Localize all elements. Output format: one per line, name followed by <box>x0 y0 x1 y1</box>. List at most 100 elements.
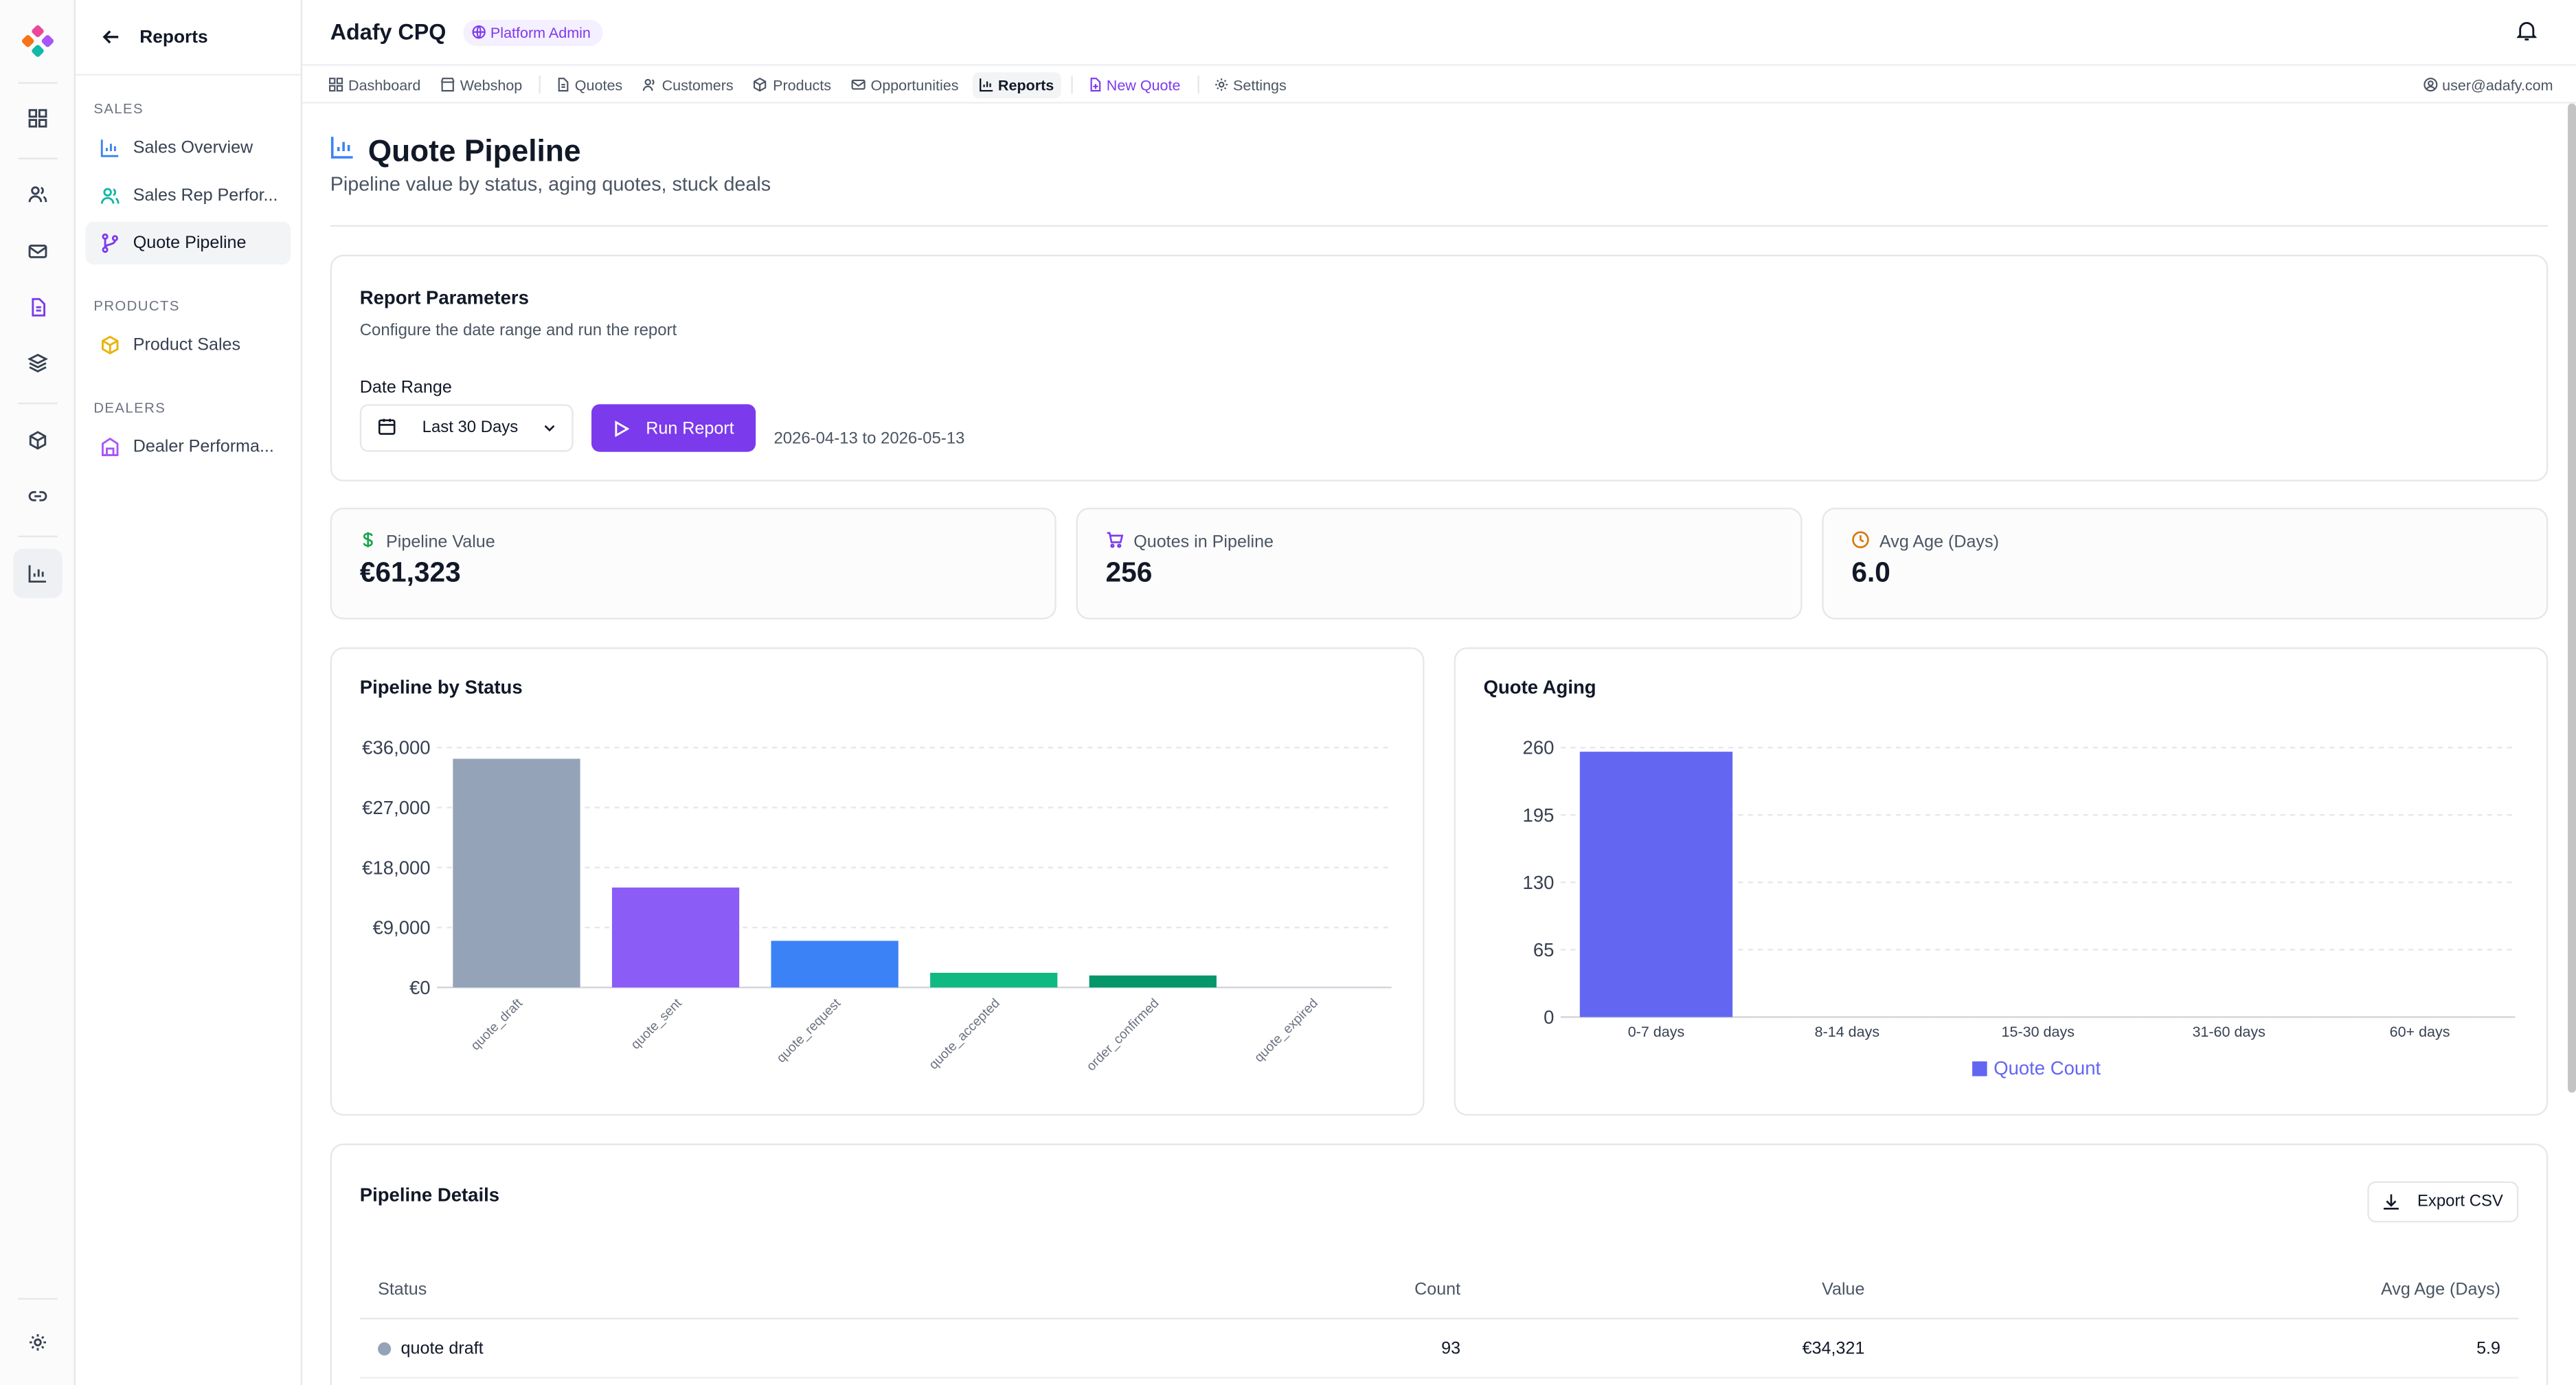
nav-dashboard[interactable]: Dashboard <box>322 71 427 98</box>
x-tick-label: quote_expired <box>1252 996 1321 1066</box>
bar-chart-icon <box>98 137 120 159</box>
legend-swatch <box>1972 1061 1987 1077</box>
rail-package-icon[interactable] <box>13 416 63 465</box>
column-header[interactable]: Avg Age (Days) <box>2380 1279 2501 1299</box>
nav-customers[interactable]: Customers <box>635 71 740 98</box>
x-tick-label: quote_sent <box>629 995 685 1052</box>
nav-webshop[interactable]: Webshop <box>433 71 528 98</box>
calendar-icon <box>378 416 396 439</box>
section-title-dealers: DEALERS <box>93 399 166 416</box>
file-plus-icon <box>1089 78 1100 92</box>
nav-opportunities[interactable]: Opportunities <box>844 71 965 98</box>
scrollbar[interactable] <box>2568 103 2576 1093</box>
sidebar-item-label: Quote Pipeline <box>133 233 247 254</box>
store-icon <box>440 78 455 92</box>
nav-new-quote[interactable]: New Quote <box>1081 71 1188 98</box>
legend-label: Quote Count <box>1993 1057 2101 1079</box>
dashboard-icon <box>329 78 343 92</box>
mail-icon <box>851 79 866 90</box>
bar-chart-icon <box>330 135 355 168</box>
card-title: Pipeline Details <box>359 1186 500 1206</box>
chart-title: Pipeline by Status <box>359 678 523 699</box>
y-tick-label: €9,000 <box>372 917 430 938</box>
date-range-select[interactable]: Last 30 Days <box>359 404 574 452</box>
sidebar-item-label: Product Sales <box>133 335 241 355</box>
sidebar-header[interactable]: Reports <box>76 0 301 76</box>
rail-gear-icon[interactable] <box>13 1318 63 1367</box>
table-header: Status Count Value Avg Age (Days) <box>359 1260 2519 1320</box>
kpi-quotes-in-pipeline: Quotes in Pipeline 256 <box>1076 508 1803 620</box>
chevron-down-icon <box>542 420 557 440</box>
x-tick-label: 15-30 days <box>2002 1024 2075 1040</box>
bar <box>771 941 899 988</box>
rail-dashboard-icon[interactable] <box>13 93 63 143</box>
kpi-value: 256 <box>1105 556 1153 589</box>
sidebar-item-quote-pipeline[interactable]: Quote Pipeline <box>85 221 291 265</box>
y-tick-label: 195 <box>1523 804 1555 826</box>
bell-icon[interactable] <box>2516 20 2538 49</box>
sidebar-item-label: Sales Rep Perfor... <box>133 185 278 205</box>
rail-mail-icon[interactable] <box>13 227 63 276</box>
pipeline-details-card: Pipeline Details Export CSV Status Count… <box>330 1143 2549 1385</box>
report-parameters-card: Report Parameters Configure the date ran… <box>330 254 2549 482</box>
x-tick-label: quote_draft <box>468 995 526 1053</box>
nav-reports[interactable]: Reports <box>971 71 1061 98</box>
bar <box>930 973 1058 988</box>
rail-layers-icon[interactable] <box>13 339 63 388</box>
bar <box>611 887 740 988</box>
x-tick-label: 31-60 days <box>2192 1024 2265 1040</box>
sidebar-item-sales-rep-performance[interactable]: Sales Rep Perfor... <box>85 174 291 217</box>
x-tick-label: quote_request <box>774 995 844 1066</box>
reports-sidebar: Reports SALES Sales Overview Sales Rep P… <box>76 0 303 1385</box>
app-title: Adafy CPQ <box>330 19 447 45</box>
sidebar-item-sales-overview[interactable]: Sales Overview <box>85 126 291 169</box>
nav-products[interactable]: Products <box>747 71 838 98</box>
column-header[interactable]: Count <box>1414 1279 1461 1299</box>
export-csv-button[interactable]: Export CSV <box>2367 1181 2519 1223</box>
quote-aging-card: Quote Aging 0 65 130 195 260 0-7 days 8-14 day… <box>1454 647 2549 1116</box>
package-icon <box>98 335 120 356</box>
sidebar-title: Reports <box>139 27 208 47</box>
avg-age-cell: 5.9 <box>2476 1338 2501 1358</box>
y-tick-label: €36,000 <box>362 737 430 758</box>
nav-quotes[interactable]: Quotes <box>549 71 629 98</box>
rail-file-icon[interactable] <box>13 282 63 332</box>
sidebar-item-label: Dealer Performa... <box>133 437 274 457</box>
y-tick-label: €0 <box>409 977 431 998</box>
column-header[interactable]: Status <box>378 1279 427 1299</box>
y-tick-label: 260 <box>1523 737 1555 758</box>
kpi-label: Avg Age (Days) <box>1879 532 2000 552</box>
bar <box>1089 975 1217 988</box>
x-tick-label: 8-14 days <box>1815 1024 1880 1040</box>
kpi-pipeline-value: Pipeline Value €61,323 <box>330 508 1057 620</box>
sidebar-item-product-sales[interactable]: Product Sales <box>85 324 291 366</box>
table-row[interactable]: quote draft 93 €34,321 5.9 <box>359 1319 2519 1379</box>
rail-users-icon[interactable] <box>13 169 63 218</box>
rail-reports-icon[interactable] <box>13 548 63 598</box>
sidebar-item-label: Sales Overview <box>133 137 253 158</box>
run-report-button[interactable]: Run Report <box>591 404 756 452</box>
top-bar: Adafy CPQ Platform Admin <box>302 0 2576 66</box>
rail-link-icon[interactable] <box>13 471 63 521</box>
divider <box>330 225 2549 227</box>
adafy-logo[interactable] <box>21 25 54 58</box>
y-tick-label: 0 <box>1544 1006 1554 1028</box>
bar-chart-icon <box>978 78 992 92</box>
clock-icon <box>1851 530 1879 553</box>
git-branch-icon <box>98 232 120 254</box>
kpi-label: Pipeline Value <box>386 532 495 552</box>
card-description: Configure the date range and run the rep… <box>359 322 677 341</box>
y-tick-label: €18,000 <box>362 857 430 878</box>
user-menu[interactable]: user@adafy.com <box>2422 76 2553 93</box>
section-title-products: PRODUCTS <box>93 297 180 314</box>
arrow-left-icon[interactable] <box>102 28 120 46</box>
file-icon <box>558 78 569 92</box>
page-header: Quote Pipeline <box>330 133 581 170</box>
user-circle-icon <box>2423 78 2437 92</box>
play-icon <box>615 420 630 436</box>
y-tick-label: 65 <box>1533 939 1555 960</box>
sidebar-item-dealer-performance[interactable]: Dealer Performa... <box>85 425 291 468</box>
nav-settings[interactable]: Settings <box>1207 71 1293 98</box>
column-header[interactable]: Value <box>1822 1279 1865 1299</box>
kpi-value: €61,323 <box>359 556 461 589</box>
